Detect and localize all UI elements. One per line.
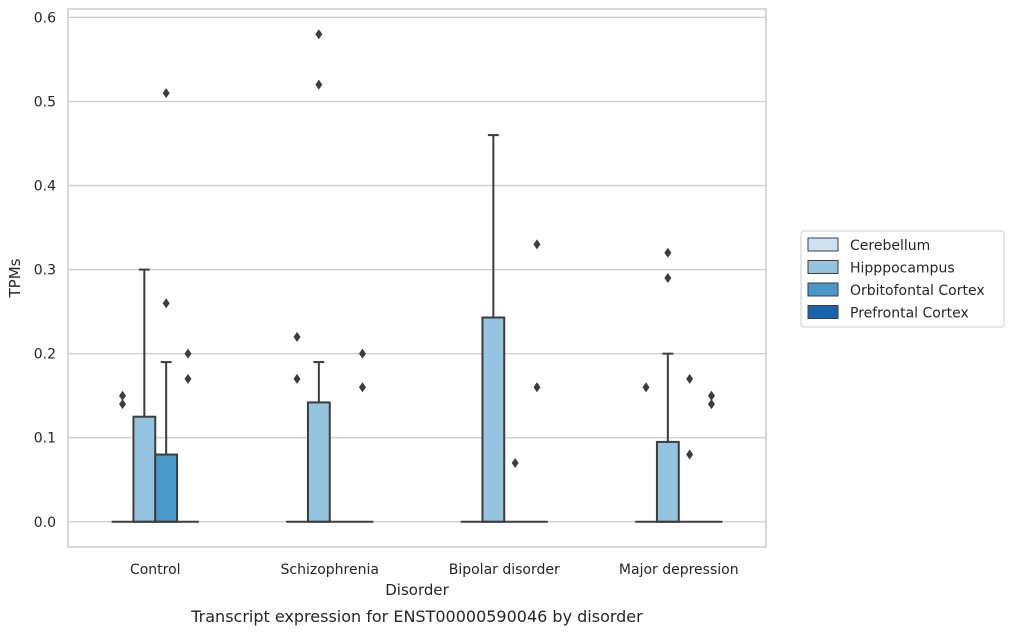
y-tick-label: 0.4 xyxy=(34,179,56,195)
chart-caption: Transcript expression for ENST0000059004… xyxy=(190,607,643,626)
y-tick-label: 0.2 xyxy=(34,347,56,363)
box-iqr xyxy=(481,316,506,523)
outlier-point xyxy=(119,390,127,401)
box-orbitofontal-cortex xyxy=(154,88,179,523)
box-hipppocampus xyxy=(655,247,680,523)
outlier-point xyxy=(358,348,366,359)
box-iqr xyxy=(154,453,179,523)
legend: Cerebellum Hipppocampus Orbitofontal Corte… xyxy=(800,230,1005,328)
y-tick-label: 0.0 xyxy=(34,515,56,531)
outlier-point xyxy=(315,79,323,90)
x-tick-label: Schizophrenia xyxy=(281,562,379,578)
outlier-point xyxy=(293,373,301,384)
y-axis-label: TPMs xyxy=(6,258,24,298)
box-iqr xyxy=(306,401,331,523)
outlier-point xyxy=(119,399,127,410)
outlier-point xyxy=(358,382,366,393)
y-tick-label: 0.1 xyxy=(34,431,56,447)
legend-label: Prefrontal Cortex xyxy=(850,306,969,322)
outlier-point xyxy=(642,382,650,393)
outlier-point xyxy=(686,373,694,384)
legend-label: Hipppocampus xyxy=(850,261,955,277)
legend-swatch xyxy=(807,260,839,274)
box-prefrontal-cortex xyxy=(351,348,374,523)
plot-frame xyxy=(67,8,767,548)
outlier-point xyxy=(664,247,672,258)
x-axis-label: Disorder xyxy=(385,581,449,599)
box-orbitofontal-cortex xyxy=(504,457,527,523)
box-cerebellum xyxy=(635,382,657,523)
outlier-point xyxy=(315,29,323,40)
x-tick-label: Control xyxy=(130,562,181,578)
y-tick-label: 0.5 xyxy=(34,94,56,110)
legend-label: Cerebellum xyxy=(850,238,930,254)
y-axis-ticks: 0.0 0.1 0.2 0.3 0.4 0.5 0.6 xyxy=(34,10,56,530)
outlier-point xyxy=(707,399,715,410)
outlier-point xyxy=(533,239,541,250)
box-cerebellum xyxy=(286,331,308,523)
box-iqr xyxy=(655,440,680,523)
x-tick-label: Bipolar disorder xyxy=(449,562,560,578)
outlier-point xyxy=(162,298,170,309)
box-prefrontal-cortex xyxy=(177,348,199,523)
box-cerebellum xyxy=(111,390,134,523)
legend-swatch xyxy=(807,237,839,252)
legend-label: Orbitofontal Cortex xyxy=(850,283,985,299)
box-hipppocampus xyxy=(306,29,331,523)
legend-swatch xyxy=(807,305,839,319)
x-tick-label: Major depression xyxy=(619,562,739,578)
y-tick-label: 0.3 xyxy=(34,263,56,279)
outlier-point xyxy=(293,331,301,342)
outlier-point xyxy=(511,457,519,468)
outlier-point xyxy=(686,449,694,460)
y-tick-label: 0.6 xyxy=(34,10,56,26)
outlier-point xyxy=(533,382,541,393)
grid-lines xyxy=(68,16,766,523)
box-prefrontal-cortex xyxy=(700,390,723,523)
outlier-point xyxy=(184,348,192,359)
outlier-point xyxy=(707,390,715,401)
box-orbitofontal-cortex xyxy=(678,373,701,523)
legend-box xyxy=(800,230,1005,328)
box-iqr xyxy=(132,415,157,523)
box-hipppocampus xyxy=(132,268,157,523)
x-axis-ticks: Control Schizophrenia Bipolar disorder Majo… xyxy=(130,562,739,578)
outlier-point xyxy=(162,88,170,99)
legend-swatch xyxy=(807,282,839,297)
box-marks xyxy=(111,29,723,523)
outlier-point xyxy=(184,373,192,384)
box-hipppocampus xyxy=(481,134,506,523)
box-prefrontal-cortex xyxy=(526,239,548,523)
outlier-point xyxy=(664,273,672,283)
